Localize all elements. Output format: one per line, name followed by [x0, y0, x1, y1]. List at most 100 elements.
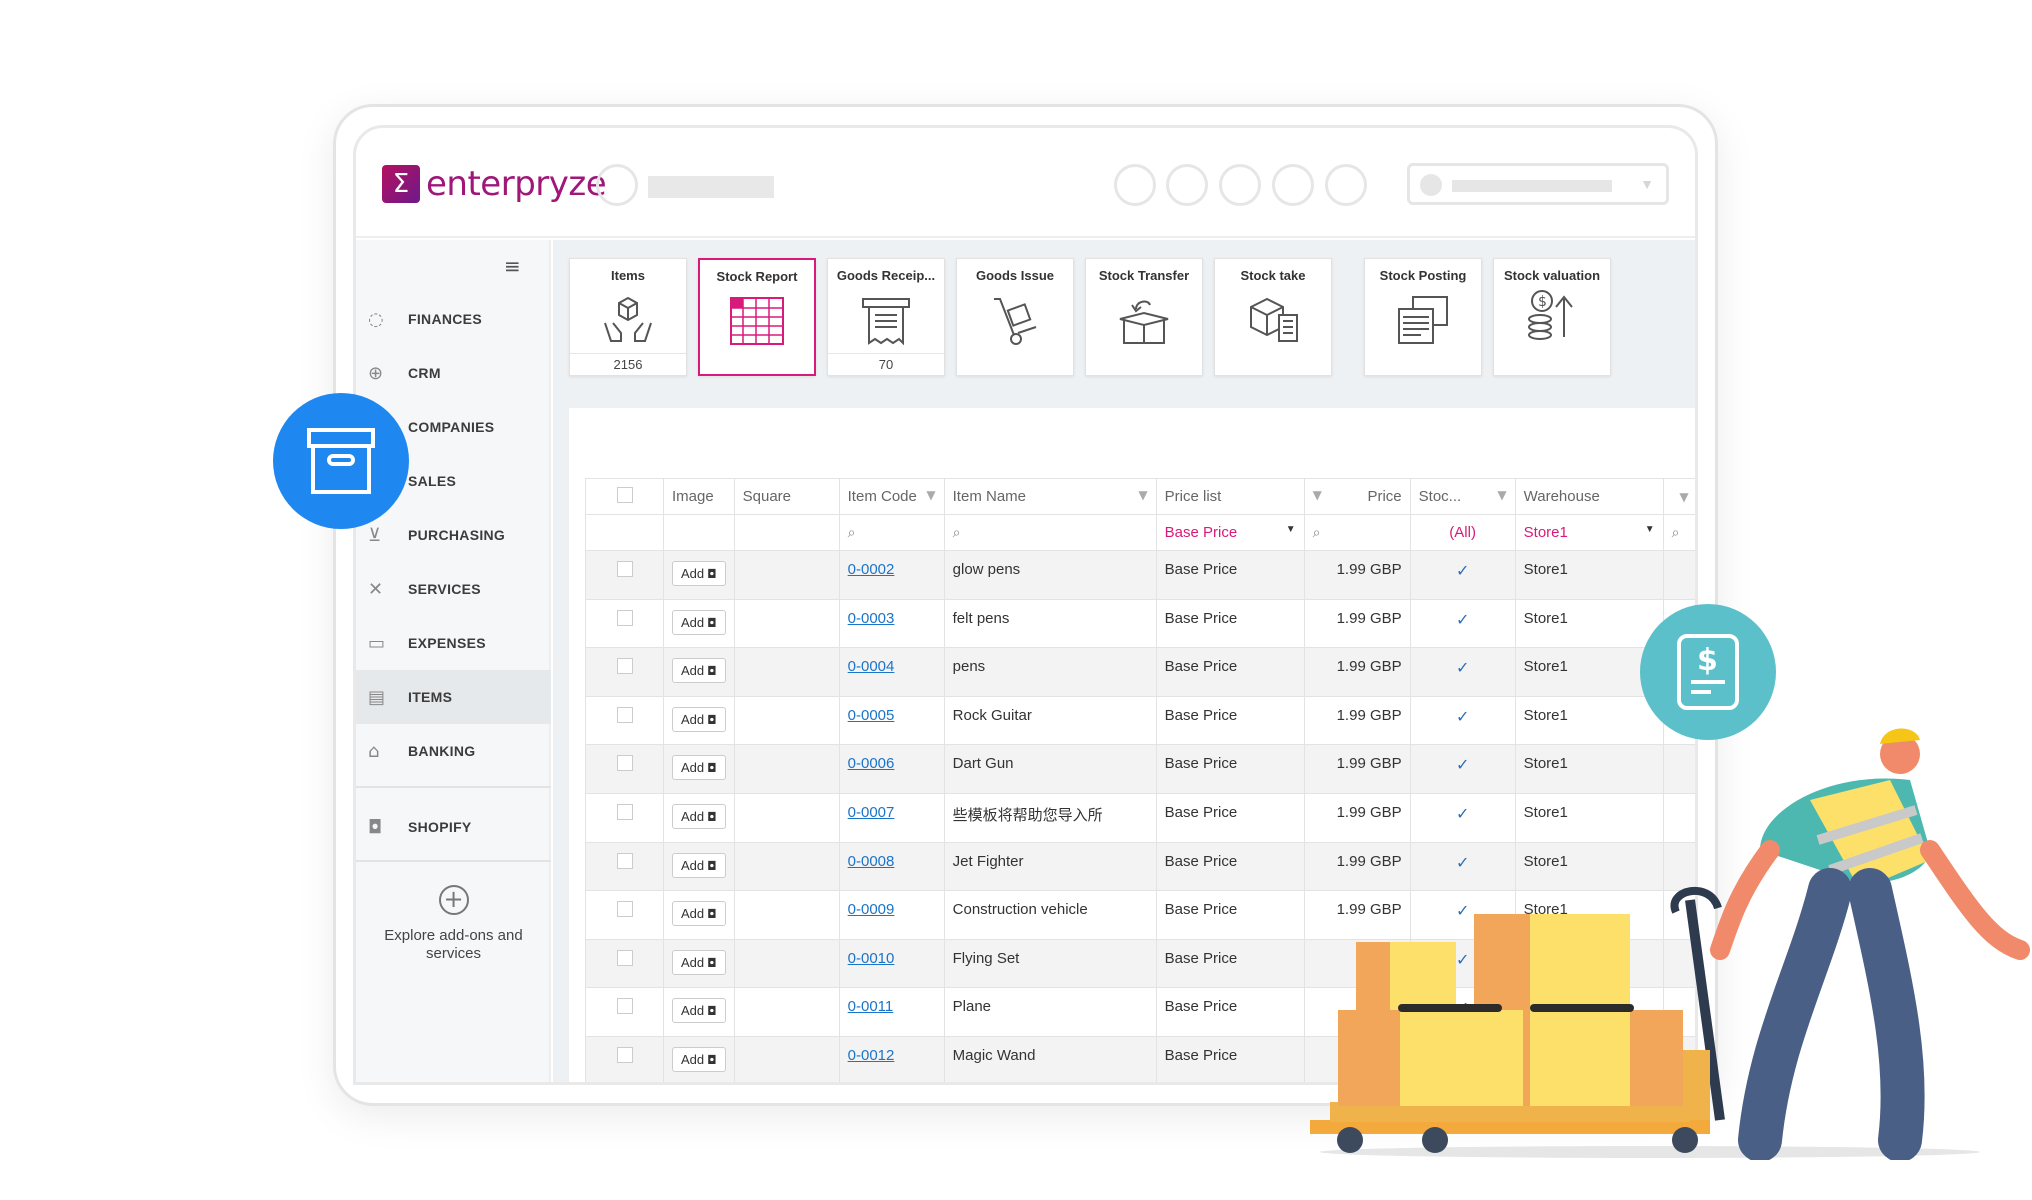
header-action-circle[interactable]: [1272, 164, 1314, 206]
checkbox[interactable]: [616, 706, 633, 723]
brand-logo[interactable]: Σ enterpryze: [382, 164, 607, 204]
sidebar-item-expenses[interactable]: ▭ EXPENSES: [356, 616, 551, 670]
add-image-button[interactable]: Add ◘: [672, 561, 726, 586]
row-checkbox[interactable]: [585, 647, 664, 697]
checkbox[interactable]: [616, 609, 633, 626]
tile-items[interactable]: Items 2156: [569, 258, 687, 376]
tile-goods-issue[interactable]: Goods Issue: [956, 258, 1074, 376]
add-image-button[interactable]: Add ◘: [672, 852, 726, 878]
sidebar-item-crm[interactable]: ⊕ CRM: [356, 346, 551, 400]
row-checkbox[interactable]: [585, 1035, 664, 1082]
column-header-square[interactable]: Square: [733, 478, 840, 515]
table-row[interactable]: Add ◘ 0-0002 glow pens Base Price 1.99 GBP ✓ St…: [585, 550, 1695, 600]
add-image-button[interactable]: Add ◘: [672, 706, 726, 732]
add-image-button[interactable]: Add ◘: [672, 803, 726, 829]
explore-addons-link[interactable]: + Explore add-ons and services: [356, 885, 551, 963]
table-row[interactable]: Add ◘ 0-0004 pens Base Price 1.99 GBP ✓ Store1: [585, 647, 1695, 697]
row-checkbox[interactable]: [585, 598, 664, 649]
stock-filter[interactable]: (All): [1409, 514, 1516, 551]
checkbox[interactable]: [616, 561, 633, 577]
row-checkbox[interactable]: [585, 987, 664, 1037]
header-action-circle[interactable]: [1114, 164, 1156, 206]
item-code-link[interactable]: 0-0007: [847, 803, 895, 821]
column-header-price-list[interactable]: Price list: [1155, 478, 1305, 515]
price-search[interactable]: ⌕: [1303, 514, 1411, 551]
sidebar-item-shopify[interactable]: ◘ SHOPIFY: [356, 800, 551, 854]
row-checkbox[interactable]: [585, 938, 664, 989]
tile-stock-take[interactable]: Stock take: [1214, 258, 1332, 376]
row-checkbox[interactable]: [585, 550, 664, 600]
filter-funnel-icon[interactable]: ▼: [1679, 489, 1689, 504]
item-code-link[interactable]: 0-0011: [847, 998, 894, 1016]
filter-funnel-icon[interactable]: ▼: [1497, 488, 1507, 502]
checkbox[interactable]: [616, 803, 633, 820]
column-options[interactable]: ▼: [1662, 478, 1695, 515]
checkbox[interactable]: [616, 901, 633, 918]
add-image-button[interactable]: Add ◘: [672, 755, 726, 781]
header-action-circle[interactable]: [1219, 164, 1261, 206]
column-header-warehouse[interactable]: Warehouse: [1514, 478, 1664, 515]
item-code-link[interactable]: 0-0003: [847, 609, 895, 627]
item-code-link[interactable]: 0-0006: [847, 755, 895, 773]
sidebar-item-items[interactable]: ▤ ITEMS: [356, 670, 551, 724]
filter-funnel-icon[interactable]: ▼: [1312, 488, 1322, 502]
add-image-button[interactable]: Add ◘: [672, 901, 726, 927]
price-list-filter[interactable]: Base Price ▼: [1155, 514, 1305, 551]
header-placeholder-circle[interactable]: [596, 164, 638, 206]
tile-stock-transfer[interactable]: Stock Transfer: [1085, 258, 1203, 376]
item-code-link[interactable]: 0-0009: [847, 901, 895, 919]
column-header-price[interactable]: ▼ Price: [1303, 478, 1411, 515]
column-header-item-code[interactable]: Item Code ▼: [838, 478, 945, 515]
filter-funnel-icon[interactable]: ▼: [1138, 488, 1148, 502]
item-name-search[interactable]: ⌕: [943, 514, 1157, 551]
add-image-button[interactable]: Add ◘: [672, 609, 726, 635]
sidebar-item-banking[interactable]: ⌂ BANKING: [356, 724, 551, 778]
table-row[interactable]: Add ◘ 0-0008 Jet Fighter Base Price 1.99 GBP ✓…: [585, 841, 1695, 892]
row-checkbox[interactable]: [585, 841, 664, 892]
sidebar-item-services[interactable]: ✕ SERVICES: [356, 562, 551, 616]
table-row[interactable]: Add ◘ 0-0003 felt pens Base Price 1.99 GBP ✓ St…: [585, 598, 1695, 649]
row-checkbox[interactable]: [585, 792, 664, 843]
column-header-stock[interactable]: Stoc... ▼: [1409, 478, 1516, 515]
item-code-link[interactable]: 0-0004: [847, 658, 895, 676]
sidebar-item-finances[interactable]: ◌ FINANCES: [356, 292, 551, 346]
column-header-image[interactable]: Image: [663, 478, 735, 515]
checkbox[interactable]: [616, 949, 633, 966]
price-cell: 1.99 GBP: [1303, 550, 1411, 600]
row-checkbox[interactable]: [585, 744, 664, 794]
row-checkbox[interactable]: [585, 890, 664, 940]
tile-stock-valuation[interactable]: Stock valuation $: [1493, 258, 1611, 376]
add-image-button[interactable]: Add ◘: [672, 658, 726, 684]
company-select[interactable]: ▼: [1407, 163, 1669, 205]
table-row[interactable]: Add ◘ 0-0007 些模板将帮助您导入所 Base Price 1.99 GBP ✓ S…: [585, 792, 1695, 843]
global-search[interactable]: ⌕: [1662, 514, 1695, 551]
checkbox[interactable]: [616, 658, 633, 675]
item-code-link[interactable]: 0-0002: [847, 561, 895, 578]
checkbox[interactable]: [616, 1046, 633, 1063]
row-checkbox[interactable]: [585, 695, 664, 746]
tile-stock-report[interactable]: Stock Report: [698, 258, 816, 376]
checkbox[interactable]: [616, 755, 633, 772]
table-row[interactable]: Add ◘ 0-0006 Dart Gun Base Price 1.99 GBP ✓ Sto…: [585, 744, 1695, 794]
add-image-button[interactable]: Add ◘: [672, 949, 726, 975]
warehouse-filter[interactable]: Store1 ▼: [1514, 514, 1664, 551]
select-all-checkbox[interactable]: [585, 478, 664, 515]
item-code-link[interactable]: 0-0005: [847, 706, 895, 724]
table-row[interactable]: Add ◘ 0-0005 Rock Guitar Base Price 1.99 GBP ✓…: [585, 695, 1695, 746]
checkbox[interactable]: [616, 852, 633, 869]
item-code-link[interactable]: 0-0008: [847, 852, 895, 870]
filter-funnel-icon[interactable]: ▼: [926, 488, 936, 502]
column-header-item-name[interactable]: Item Name ▼: [943, 478, 1157, 515]
add-image-button[interactable]: Add ◘: [672, 1046, 726, 1072]
header-action-circle[interactable]: [1166, 164, 1208, 206]
checkbox[interactable]: [616, 998, 633, 1015]
sidebar-item-purchasing[interactable]: ⊻ PURCHASING: [356, 508, 551, 562]
item-code-link[interactable]: 0-0010: [847, 949, 895, 967]
header-action-circle[interactable]: [1325, 164, 1367, 206]
tile-goods-receipt[interactable]: Goods Receip... 70: [827, 258, 945, 376]
tile-stock-posting[interactable]: Stock Posting: [1364, 258, 1482, 376]
add-image-button[interactable]: Add ◘: [672, 998, 726, 1024]
item-code-search[interactable]: ⌕: [838, 514, 945, 551]
hamburger-icon[interactable]: ≡: [504, 254, 521, 278]
item-code-link[interactable]: 0-0012: [847, 1046, 895, 1064]
